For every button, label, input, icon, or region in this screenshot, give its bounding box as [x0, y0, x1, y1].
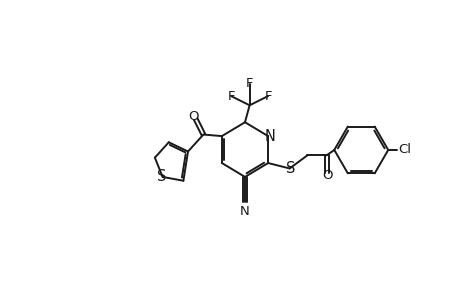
Text: F: F — [264, 90, 271, 103]
Text: F: F — [227, 90, 235, 103]
Text: S: S — [285, 161, 295, 176]
Text: F: F — [245, 77, 253, 90]
Text: N: N — [240, 205, 249, 218]
Text: Cl: Cl — [397, 143, 410, 157]
Text: O: O — [321, 169, 332, 182]
Text: N: N — [263, 129, 274, 144]
Text: S: S — [157, 169, 166, 184]
Text: O: O — [188, 110, 198, 123]
